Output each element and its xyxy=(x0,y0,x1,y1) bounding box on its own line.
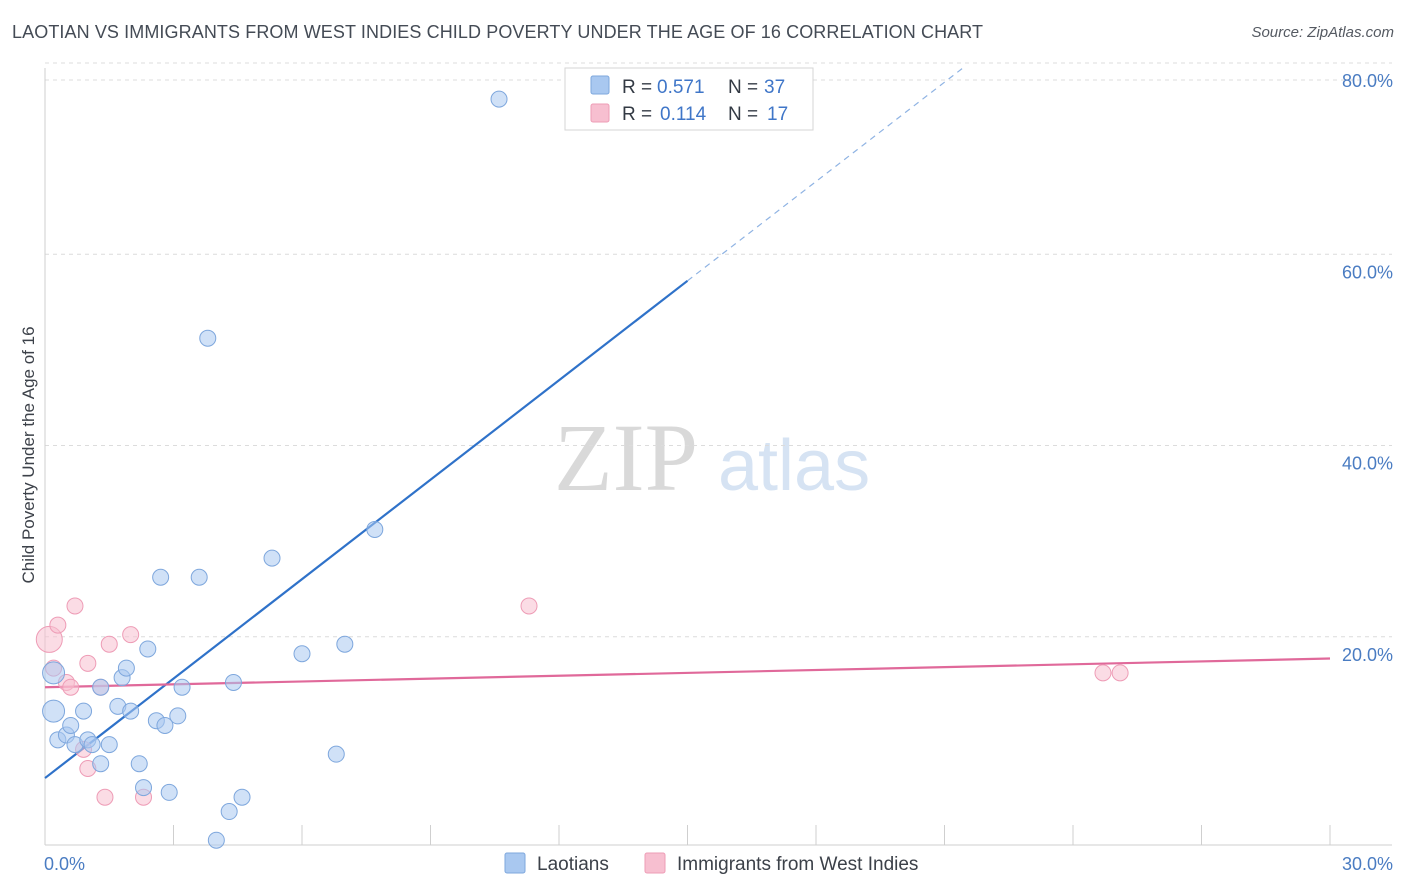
point-laotian-9 xyxy=(92,755,110,773)
series-westindies-points xyxy=(35,597,1129,806)
point-laotian-18 xyxy=(139,640,157,658)
point-laotian-10 xyxy=(100,736,118,754)
point-laotian-33 xyxy=(327,745,345,763)
point-laotian-25 xyxy=(190,568,208,586)
point-laotian-11 xyxy=(92,678,110,696)
point-laotian-17 xyxy=(135,779,153,797)
y-tick-label-60: 60.0% xyxy=(1342,262,1393,282)
legend-r-label-laotian: R = xyxy=(622,77,652,98)
legend-n-value-laotian: 37 xyxy=(764,77,785,98)
point-westindies-2 xyxy=(49,616,67,634)
trendline-laotian-extension xyxy=(687,65,967,282)
point-westindies-11 xyxy=(100,635,118,653)
point-laotian-26 xyxy=(199,329,217,347)
watermark-atlas: atlas xyxy=(718,426,870,506)
point-laotian-36 xyxy=(490,90,508,108)
legend-n-label-westindies: N = xyxy=(728,104,758,125)
bottom-legend-label-westindies: Immigrants from West Indies xyxy=(677,854,918,875)
series-legend: Laotians Immigrants from West Indies xyxy=(504,852,918,875)
point-westindies-8 xyxy=(79,654,97,672)
point-westindies-12 xyxy=(122,626,140,644)
x-tick-label-min: 0.0% xyxy=(44,854,85,874)
source-label: Source: ZipAtlas.com xyxy=(1251,24,1394,41)
point-laotian-34 xyxy=(336,635,354,653)
point-westindies-10 xyxy=(96,788,114,806)
trendline-westindies xyxy=(44,657,1331,689)
point-westindies-4 xyxy=(62,678,80,696)
legend-r-value-westindies: 0.114 xyxy=(660,104,707,125)
gridlines xyxy=(45,62,1392,638)
point-laotian-31 xyxy=(263,549,281,567)
point-laotian-16 xyxy=(130,755,148,773)
point-laotian-24 xyxy=(173,678,191,696)
watermark-zip: ZIP xyxy=(554,404,698,511)
point-westindies-14 xyxy=(520,597,538,615)
x-tick-labels: 0.0% 30.0% xyxy=(44,854,1393,874)
point-westindies-16 xyxy=(1111,664,1129,682)
stats-legend: R = 0.571 N = 37 R = 0.114 N = 17 xyxy=(564,67,814,131)
y-tick-label-40: 40.0% xyxy=(1342,454,1393,474)
series-laotian-points xyxy=(42,90,508,849)
point-westindies-5 xyxy=(66,597,84,615)
point-laotian-20 xyxy=(152,568,170,586)
legend-swatch-westindies xyxy=(590,103,610,123)
point-laotian-6 xyxy=(75,702,93,720)
point-laotian-0 xyxy=(42,661,66,685)
legend-swatch-laotian xyxy=(590,75,610,95)
y-tick-label-80: 80.0% xyxy=(1342,71,1393,91)
point-laotian-15 xyxy=(122,702,140,720)
legend-n-label-laotian: N = xyxy=(728,77,758,98)
point-laotian-23 xyxy=(169,707,187,725)
bottom-legend-swatch-laotian xyxy=(504,852,526,874)
point-laotian-14 xyxy=(117,659,135,677)
x-tick-label-max: 30.0% xyxy=(1342,854,1393,874)
y-tick-labels: 20.0% 40.0% 60.0% 80.0% xyxy=(1342,71,1393,665)
bottom-legend-label-laotian: Laotians xyxy=(537,854,609,875)
watermark: ZIP atlas xyxy=(554,404,870,511)
point-laotian-1 xyxy=(42,699,66,723)
trendline-laotian xyxy=(44,279,689,779)
point-laotian-28 xyxy=(220,803,238,821)
point-laotian-22 xyxy=(160,783,178,801)
point-laotian-27 xyxy=(207,831,225,849)
chart-title: LAOTIAN VS IMMIGRANTS FROM WEST INDIES C… xyxy=(12,22,984,42)
point-laotian-35 xyxy=(366,520,384,538)
bottom-legend-swatch-westindies xyxy=(644,852,666,874)
point-laotian-29 xyxy=(224,673,242,691)
legend-r-value-laotian: 0.571 xyxy=(657,77,705,98)
point-laotian-4 xyxy=(62,716,80,734)
point-laotian-8 xyxy=(83,736,101,754)
y-axis-label: Child Poverty Under the Age of 16 xyxy=(19,326,38,583)
point-laotian-21 xyxy=(156,716,174,734)
y-tick-label-20: 20.0% xyxy=(1342,645,1393,665)
legend-r-label-westindies: R = xyxy=(622,104,652,125)
point-laotian-32 xyxy=(293,645,311,663)
legend-n-value-westindies: 17 xyxy=(767,104,788,125)
trendlines xyxy=(44,65,1331,779)
point-laotian-30 xyxy=(233,788,251,806)
point-westindies-15 xyxy=(1094,664,1112,682)
